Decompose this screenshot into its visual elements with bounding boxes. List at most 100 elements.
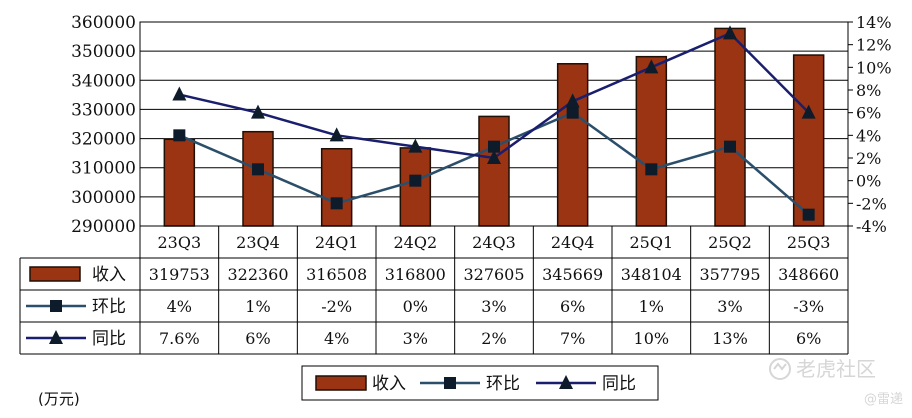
table-cell: 6% xyxy=(796,329,821,348)
category-label: 24Q2 xyxy=(394,233,438,252)
row-series-name: 环比 xyxy=(92,297,126,317)
y-axis-left: 360000 350000 340000 330000 320000 310000 3000… xyxy=(71,13,136,237)
y2-tick-label: 14% xyxy=(856,13,892,32)
table-cell: 357795 xyxy=(699,265,760,284)
qoq-point xyxy=(802,208,815,221)
table-cell: -2% xyxy=(321,297,352,316)
table-cell: 348660 xyxy=(778,265,839,284)
yoy-point xyxy=(723,25,737,40)
category-label: 25Q3 xyxy=(787,233,831,252)
category-label: 24Q1 xyxy=(315,233,359,252)
yoy-point xyxy=(801,104,816,119)
yoy-point xyxy=(172,86,187,101)
table-cell: 3% xyxy=(717,297,742,316)
revenue-bar xyxy=(792,54,825,227)
revenue-bar xyxy=(242,130,274,227)
y-tick-label: 290000 xyxy=(71,217,136,237)
legend-marker-qoq xyxy=(444,377,456,389)
table-cell: 6% xyxy=(245,329,270,348)
y-tick-label: 310000 xyxy=(71,159,136,179)
revenue-bar xyxy=(320,147,353,227)
table-cell: 7% xyxy=(560,329,585,348)
yoy-point xyxy=(329,127,344,142)
category-label: 24Q3 xyxy=(472,233,516,252)
yoy-point xyxy=(565,93,580,108)
table-cell: 7.6% xyxy=(159,329,200,348)
data-table: 23Q3 23Q4 24Q1 24Q2 24Q3 24Q4 25Q1 25Q2 25Q3 收入 31… xyxy=(19,225,849,355)
qoq-point xyxy=(409,174,422,187)
y-tick-label: 340000 xyxy=(71,71,136,91)
yoy-point xyxy=(487,150,501,164)
y2-tick-label: -2% xyxy=(856,194,887,213)
table-cell: 316800 xyxy=(385,265,446,284)
watermark-handle: @雷递 xyxy=(864,392,903,407)
row-series-name: 同比 xyxy=(92,329,126,349)
revenue-bars xyxy=(163,27,825,227)
y2-tick-label: 12% xyxy=(856,36,892,55)
watermark-brand: 老虎社区 xyxy=(796,357,876,381)
y2-tick-label: -4% xyxy=(856,217,887,236)
legend-label-revenue: 收入 xyxy=(372,374,406,394)
table-cell: 316508 xyxy=(306,265,367,284)
category-label: 23Q3 xyxy=(158,233,202,252)
y2-tick-label: 2% xyxy=(856,149,881,168)
tiger-logo-icon xyxy=(769,358,791,380)
y2-tick-label: 4% xyxy=(856,126,881,145)
y2-tick-label: 8% xyxy=(856,81,881,100)
legend-marker-yoy xyxy=(559,375,573,389)
y-axis-right: 14% 12% 10% 8% 6% 4% 2% 0% -2% -4% xyxy=(847,13,892,236)
table-cell: 327605 xyxy=(463,265,524,284)
table-cell: 322360 xyxy=(227,265,288,284)
table-cell: 0% xyxy=(403,297,428,316)
qoq-point xyxy=(488,140,500,153)
category-label: 23Q4 xyxy=(236,233,280,252)
bottom-legend: 收入 环比 同比 xyxy=(301,365,659,401)
category-label: 24Q4 xyxy=(551,233,595,252)
table-cell: 10% xyxy=(634,329,670,348)
table-cell: 1% xyxy=(245,297,270,316)
qoq-point xyxy=(173,129,186,142)
table-cell: -3% xyxy=(793,297,824,316)
category-label: 25Q1 xyxy=(630,233,674,252)
qoq-point xyxy=(566,106,579,119)
yoy-point xyxy=(644,59,659,74)
growth-lines xyxy=(172,25,816,221)
y2-tick-label: 6% xyxy=(856,104,881,123)
table-cell: 345669 xyxy=(542,265,603,284)
y2-tick-label: 0% xyxy=(856,172,881,191)
revenue-bar xyxy=(478,115,510,227)
qoq-point xyxy=(252,163,264,176)
table-cell: 13% xyxy=(712,329,748,348)
legend-label-yoy: 同比 xyxy=(602,374,636,394)
y2-tick-label: 10% xyxy=(856,58,892,77)
y-tick-label: 360000 xyxy=(71,13,136,33)
yoy-point xyxy=(251,104,265,119)
table-cell: 348104 xyxy=(621,265,682,284)
legend-label-qoq: 环比 xyxy=(486,374,520,394)
y-tick-label: 320000 xyxy=(71,130,136,150)
category-label: 25Q2 xyxy=(708,233,752,252)
table-cell: 2% xyxy=(481,329,506,348)
revenue-bar xyxy=(163,138,196,227)
table-cell: 4% xyxy=(167,297,192,316)
table-cell: 3% xyxy=(481,297,506,316)
row-key-marker xyxy=(50,300,62,312)
watermark: 老虎社区 @雷递 xyxy=(769,357,903,407)
row-key-bar xyxy=(29,266,81,282)
y-tick-label: 330000 xyxy=(71,100,136,120)
revenue-bar xyxy=(399,147,432,227)
revenue-bar xyxy=(714,27,746,227)
legend-key-revenue xyxy=(315,375,367,391)
row-key-marker xyxy=(49,330,63,344)
table-cell: 1% xyxy=(639,297,664,316)
unit-label: (万元) xyxy=(38,390,80,408)
revenue-bar xyxy=(556,63,589,227)
table-cell: 319753 xyxy=(149,265,210,284)
table-cell: 6% xyxy=(560,297,585,316)
qoq-point xyxy=(330,197,343,210)
qoq-point xyxy=(724,140,736,153)
y-tick-label: 350000 xyxy=(71,42,136,62)
table-cell: 3% xyxy=(403,329,428,348)
